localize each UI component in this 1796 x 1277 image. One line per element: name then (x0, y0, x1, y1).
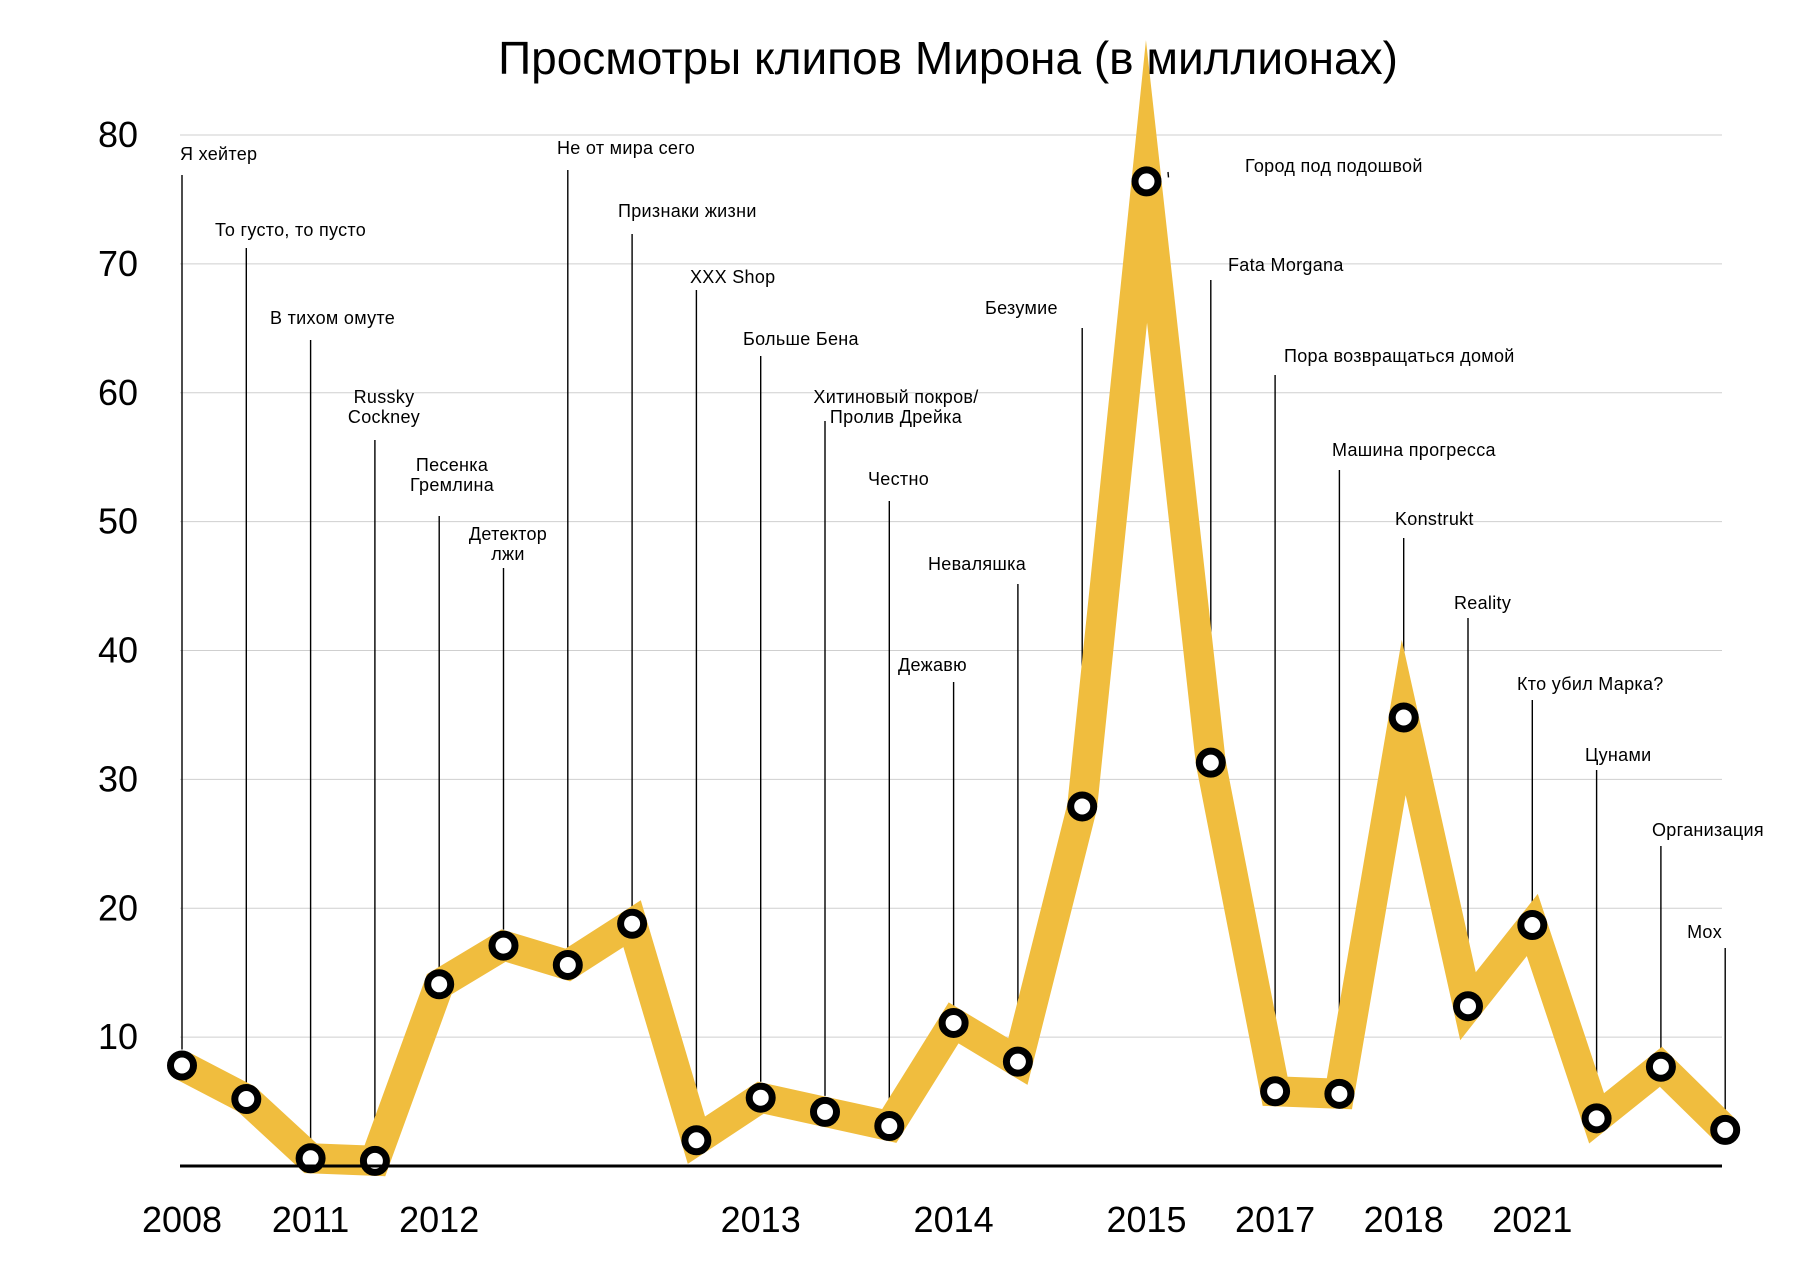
data-label: Песенка Гремлина (410, 455, 495, 495)
data-point (1195, 747, 1226, 778)
data-point (488, 930, 519, 961)
data-label: Reality (1454, 593, 1511, 613)
data-point (231, 1083, 262, 1114)
x-tick-label: 2014 (914, 1199, 994, 1240)
y-tick-label: 10 (98, 1016, 138, 1057)
data-point (938, 1007, 969, 1038)
data-label: Признаки жизни (618, 201, 757, 221)
y-tick-label: 30 (98, 758, 138, 799)
data-label: В тихом омуте (270, 308, 395, 328)
data-point (424, 969, 455, 1000)
data-point (681, 1125, 712, 1156)
data-point (1453, 991, 1483, 1022)
x-tick-label: 2018 (1364, 1199, 1444, 1240)
y-tick-label: 60 (98, 372, 138, 413)
data-label: Дежавю (898, 655, 967, 675)
data-label: Больше Бена (743, 329, 860, 349)
data-label: XXX Shop (690, 267, 775, 287)
data-point (810, 1096, 840, 1127)
data-label: Организация (1652, 820, 1764, 840)
x-tick-label: 2011 (272, 1199, 349, 1240)
data-label: Кто убил Марка? (1517, 674, 1664, 694)
data-label: Хитиновый покров/Пролив Дрейка (813, 387, 978, 427)
data-point (1581, 1103, 1612, 1134)
data-point (359, 1145, 390, 1176)
data-point (874, 1111, 905, 1142)
data-point (1002, 1046, 1033, 1077)
leader-line (1167, 171, 1170, 178)
data-label: Fata Morgana (1228, 255, 1344, 275)
data-point (617, 908, 648, 939)
data-label: Konstrukt (1395, 509, 1474, 529)
data-label: Честно (868, 469, 929, 489)
data-point (1067, 791, 1098, 822)
data-point (1260, 1076, 1291, 1107)
data-point (1131, 166, 1162, 197)
x-tick-label: 2013 (721, 1199, 801, 1240)
data-label: Russky Cockney (348, 387, 420, 427)
x-tick-label: 2012 (399, 1199, 479, 1240)
data-point (552, 949, 583, 980)
x-tick-label: 2021 (1492, 1199, 1572, 1240)
y-tick-label: 20 (98, 887, 138, 928)
data-label: Mox (1687, 922, 1722, 942)
data-label: То густо, то пусто (215, 220, 366, 240)
data-point (1645, 1051, 1676, 1082)
data-point (745, 1082, 776, 1113)
data-point (167, 1050, 197, 1081)
data-label: Пора возвращаться домой (1284, 346, 1515, 366)
data-label: Машина прогресса (1332, 440, 1497, 460)
data-point (295, 1143, 326, 1174)
data-label: Безумие (985, 298, 1058, 318)
data-label: Детектор лжи (469, 524, 547, 564)
data-label: Неваляшка (928, 554, 1027, 574)
y-tick-label: 40 (98, 630, 138, 671)
x-tick-label: 2008 (142, 1199, 222, 1240)
chart-title: Просмотры клипов Мирона (в миллионах) (498, 32, 1398, 84)
data-label: Не от мира сего (557, 138, 695, 158)
y-tick-label: 50 (98, 501, 138, 542)
data-point (1710, 1114, 1741, 1145)
data-label: Цунами (1585, 745, 1652, 765)
x-tick-label: 2017 (1235, 1199, 1315, 1240)
data-point (1324, 1078, 1355, 1109)
y-tick-label: 80 (98, 114, 138, 155)
data-label: Я хейтер (180, 144, 257, 164)
y-tick-label: 70 (98, 243, 138, 284)
data-point (1388, 702, 1419, 733)
x-tick-label: 2015 (1106, 1199, 1186, 1240)
data-label: Город под подошвой (1245, 156, 1423, 176)
data-point (1517, 910, 1548, 941)
